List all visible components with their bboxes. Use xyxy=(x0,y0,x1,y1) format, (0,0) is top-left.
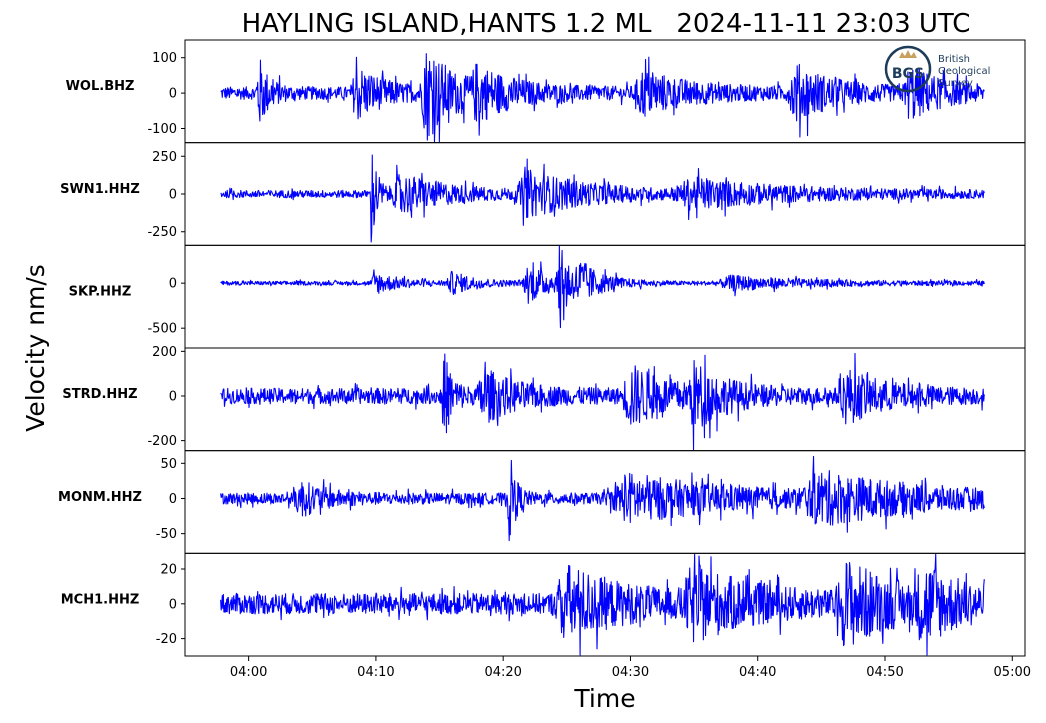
y-tick-label: -200 xyxy=(147,434,177,449)
logo-ring xyxy=(884,45,932,93)
logo-text-line: British xyxy=(938,54,970,65)
station-label: MCH1.HHZ xyxy=(61,593,140,608)
y-tick-label: 0 xyxy=(169,492,177,507)
logo-text-line: Geological xyxy=(938,66,990,77)
station-label: WOL.BHZ xyxy=(66,79,135,94)
trace-panel-skp-hhz: 0 -500 SKP.HHZ xyxy=(69,244,1026,349)
x-tick-label: 04:10 xyxy=(357,665,394,680)
trace-line xyxy=(220,245,985,329)
trace-line xyxy=(220,553,985,656)
y-tick-label: -20 xyxy=(156,632,177,647)
y-tick-label: -50 xyxy=(156,527,177,542)
y-axis-label: Velocity nm/s xyxy=(21,264,50,432)
y-tick-label: -500 xyxy=(147,322,177,337)
x-tick-label: 04:00 xyxy=(230,665,267,680)
x-tick-label: 05:00 xyxy=(994,665,1031,680)
time-axis: 04:00 04:10 04:20 04:30 04:40 04:50 05:00 xyxy=(230,656,1031,680)
trace-line xyxy=(220,154,985,243)
trace-panel-wol-bhz: 100 0 -100 WOL.BHZ xyxy=(66,39,1026,144)
x-axis-label: Time xyxy=(573,684,635,713)
trace-line xyxy=(220,53,985,143)
x-tick-label: 04:40 xyxy=(739,665,776,680)
panel-frame xyxy=(184,244,1026,349)
y-tick-label: 100 xyxy=(152,51,177,66)
station-label: SWN1.HHZ xyxy=(60,182,140,197)
y-tick-label: -250 xyxy=(147,225,177,240)
trace-panel-swn1-hhz: 250 0 -250 SWN1.HHZ xyxy=(60,142,1026,246)
station-label: SKP.HHZ xyxy=(69,285,132,300)
x-tick-label: 04:20 xyxy=(484,665,521,680)
y-tick-label: 20 xyxy=(160,562,177,577)
panel-frame xyxy=(184,552,1026,657)
station-label: MONM.HHZ xyxy=(58,490,142,505)
logo-text-line: Survey xyxy=(938,78,973,89)
station-label: STRD.HHZ xyxy=(62,387,137,402)
y-tick-label: 0 xyxy=(169,277,177,292)
crown-icon xyxy=(899,50,917,58)
chart-title: HAYLING ISLAND,HANTS 1.2 ML 2024-11-11 2… xyxy=(242,9,971,39)
trace-panel-monm-hhz: 50 0 -50 MONM.HHZ xyxy=(58,450,1026,554)
trace-line xyxy=(220,455,985,542)
y-tick-label: 250 xyxy=(152,150,177,165)
y-tick-label: 50 xyxy=(160,457,177,472)
x-tick-label: 04:50 xyxy=(866,665,903,680)
trace-panels: 1000-100WOL.BHZ2500-250SWN1.HHZ0-500SKP.… xyxy=(58,39,1026,657)
y-tick-label: -100 xyxy=(147,122,177,137)
y-tick-label: 0 xyxy=(169,389,177,404)
trace-panel-strd-hhz: 200 0 -200 STRD.HHZ xyxy=(62,345,1026,452)
trace-panel-mch1-hhz: 20 0 -20 MCH1.HHZ xyxy=(61,552,1026,657)
x-tick-label: 04:30 xyxy=(612,665,649,680)
y-tick-label: 0 xyxy=(169,188,177,203)
trace-line xyxy=(220,352,985,451)
y-tick-label: 0 xyxy=(169,87,177,102)
y-tick-label: 0 xyxy=(169,597,177,612)
y-tick-label: 200 xyxy=(152,345,177,360)
logo-badge: BGS xyxy=(892,66,924,82)
